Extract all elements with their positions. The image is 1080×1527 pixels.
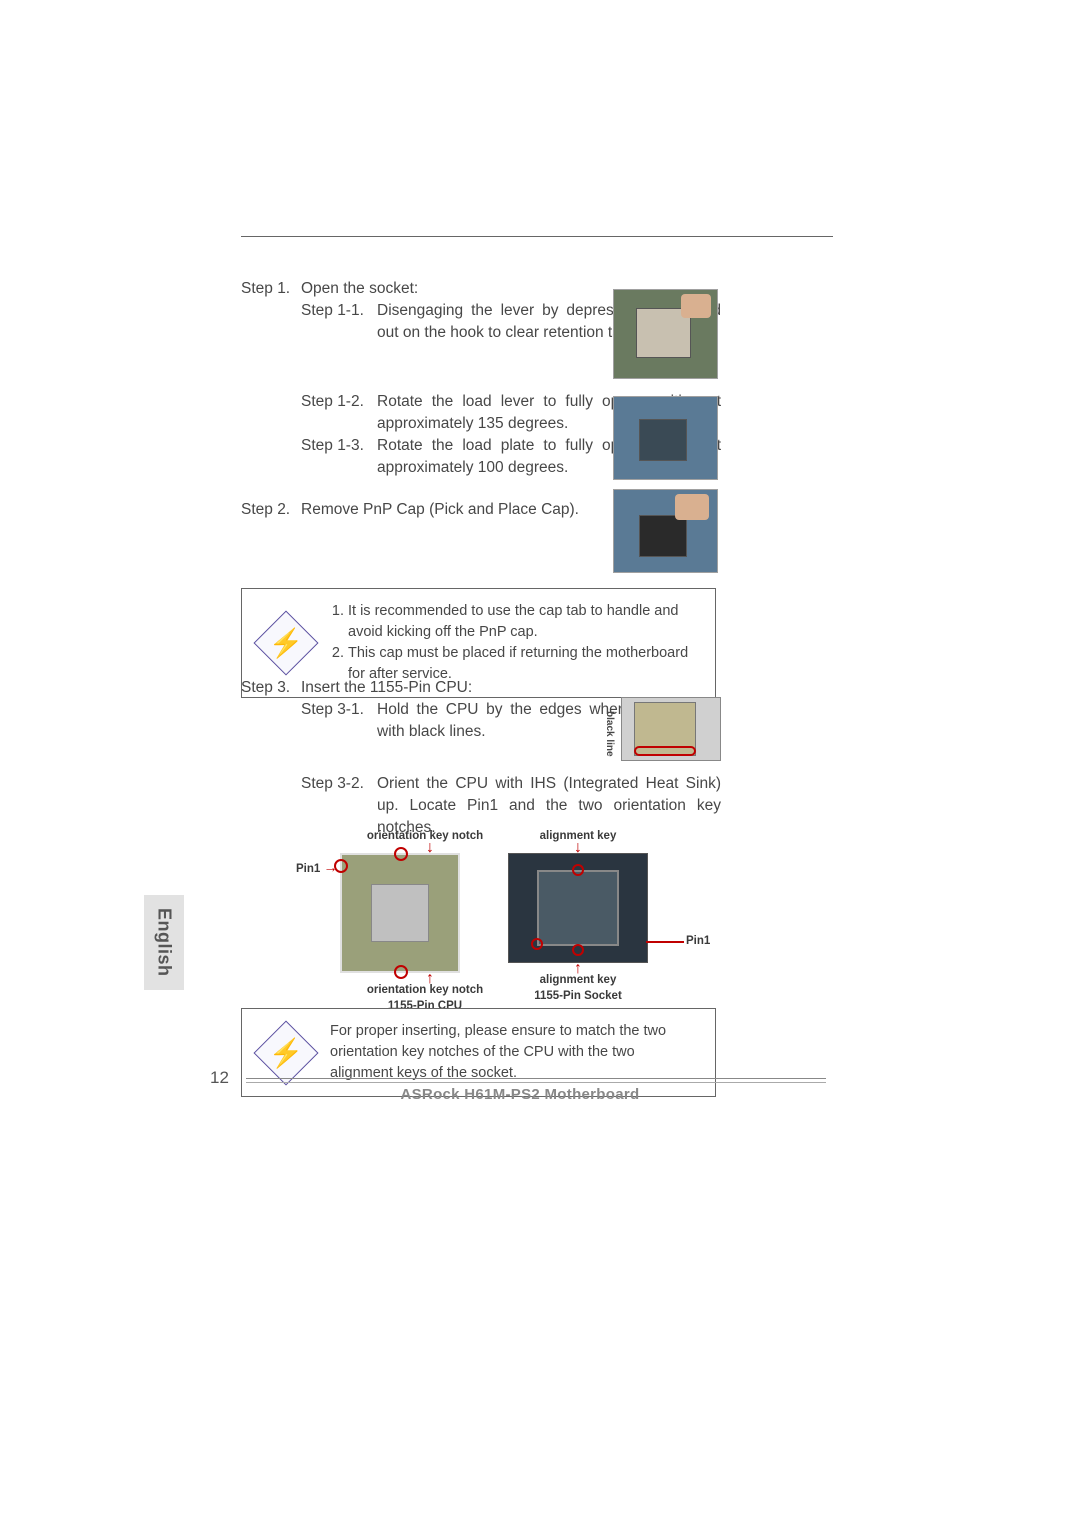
step-3: Step 3. Insert the 1155-Pin CPU: — [241, 677, 721, 699]
step-title: Insert the 1155-Pin CPU: — [301, 677, 721, 699]
label-orient-top: orientation key notch — [330, 830, 520, 842]
substep-label: Step 1-1. — [301, 300, 377, 344]
page-number: 12 — [210, 1068, 229, 1087]
label-align-bot: alignment key — [508, 974, 648, 986]
language-label: English — [154, 908, 175, 977]
cpu-diagram: orientation key notch ↓ Pin1 → ↑ orienta… — [300, 830, 520, 1012]
label-pin1: Pin1 → — [296, 859, 338, 875]
step-label: Step 1. — [241, 278, 301, 300]
black-line-label: black line — [604, 711, 615, 757]
footer-title: ASRock H61M-PS2 Motherboard — [210, 1086, 830, 1103]
label-pin1-socket: Pin1 — [686, 935, 710, 947]
language-tab: English — [144, 895, 184, 990]
photo-step1-1 — [613, 289, 718, 379]
substep-label: Step 1-3. — [301, 435, 377, 479]
top-divider — [241, 236, 833, 237]
note-item: It is recommended to use the cap tab to … — [348, 601, 699, 643]
photo-step1-2 — [613, 396, 718, 480]
substep-label: Step 1-2. — [301, 391, 377, 435]
step-label: Step 2. — [241, 499, 301, 521]
step-label: Step 3. — [241, 677, 301, 699]
photo-cpu-hold — [621, 697, 721, 761]
photo-step2 — [613, 489, 718, 573]
label-orient-bot: orientation key notch — [330, 984, 520, 996]
socket-illustration — [508, 853, 648, 963]
cpu-chip-illustration — [340, 853, 460, 973]
socket-diagram: alignment key ↓ Pin1 ↑ alignment key 115… — [498, 830, 738, 1002]
page-footer: 12 ASRock H61M-PS2 Motherboard — [210, 1068, 830, 1088]
substep-label: Step 3-1. — [301, 699, 377, 743]
label-socket-caption: 1155-Pin Socket — [508, 990, 648, 1002]
